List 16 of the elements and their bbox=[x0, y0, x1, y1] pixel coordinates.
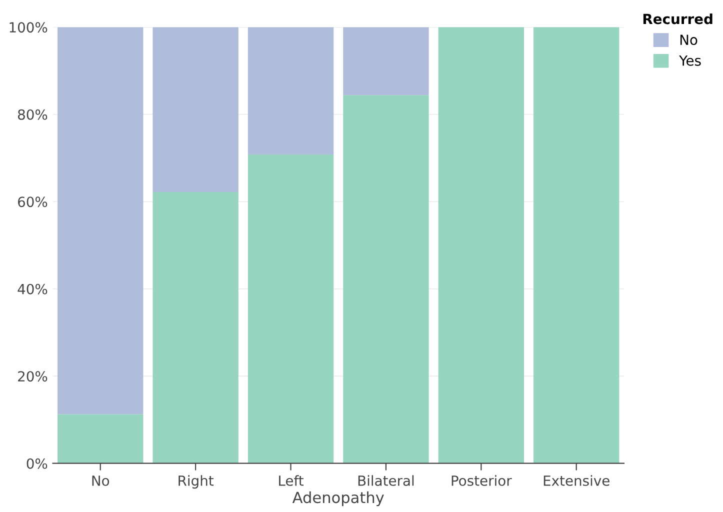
x-tick-label: Left bbox=[279, 475, 304, 486]
legend-label: Yes bbox=[679, 56, 701, 66]
legend-label: No bbox=[680, 34, 698, 46]
x-tick-label: Posterior bbox=[452, 475, 512, 486]
y-tick-label: 0% bbox=[26, 458, 48, 469]
y-tick-label: 80% bbox=[18, 109, 48, 120]
y-tick-label: 20% bbox=[18, 371, 48, 382]
x-tick-label: Bilateral bbox=[358, 475, 414, 486]
x-tick-label: Extensive bbox=[544, 475, 610, 486]
y-tick-label: 60% bbox=[18, 196, 48, 208]
y-tick-label: 100% bbox=[10, 22, 48, 33]
x-axis-title: Adenopathy bbox=[292, 491, 384, 506]
x-tick-label: Right bbox=[178, 475, 214, 489]
x-tick-label: No bbox=[92, 476, 110, 486]
y-tick-label: 40% bbox=[18, 284, 48, 294]
legend-title: Recurred bbox=[643, 13, 712, 24]
